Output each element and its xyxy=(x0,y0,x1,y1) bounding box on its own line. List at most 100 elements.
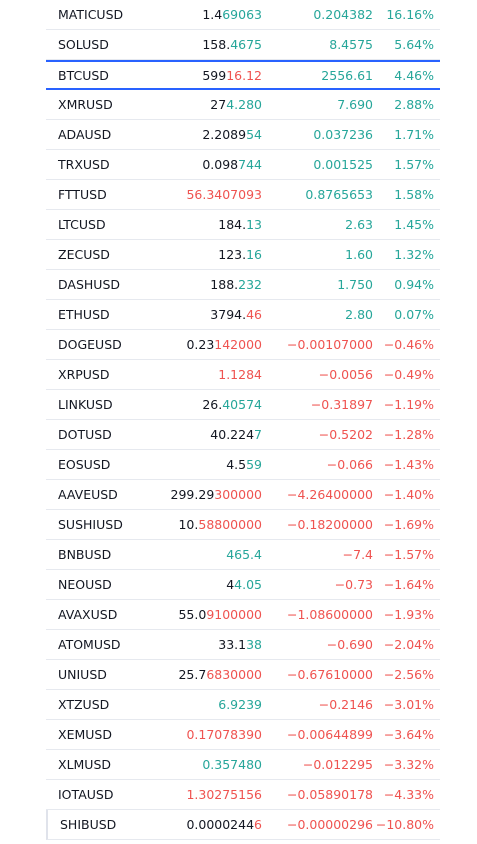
change: 1.60 xyxy=(345,247,373,262)
symbol: NEOUSD xyxy=(58,577,112,592)
change-percent: −1.40% xyxy=(383,487,434,502)
watchlist-row[interactable]: SHIBUSD 0.0000244 6 −0.00000296 −10.80% xyxy=(46,810,440,840)
watchlist-row[interactable]: SUSHIUSD 10. 58800000 −0.18200000 −1.69% xyxy=(46,510,440,540)
change: −4.26400000 xyxy=(286,487,373,502)
price-head: 158. xyxy=(202,37,231,52)
watchlist-row[interactable]: TRXUSD 0.098 744 0.001525 1.57% xyxy=(46,150,440,180)
last-price: 55.0 9100000 xyxy=(178,600,262,629)
price-tail: 16 xyxy=(246,247,262,262)
change-percent: 1.58% xyxy=(394,187,434,202)
watchlist-row[interactable]: EOSUSD 4.5 59 −0.066 −1.43% xyxy=(46,450,440,480)
watchlist-row[interactable]: MATICUSD 1.4 69063 0.204382 16.16% xyxy=(46,0,440,30)
price-tail: 13 xyxy=(246,217,262,232)
watchlist-row[interactable]: DOGEUSD 0.23 142000 −0.00107000 −0.46% xyxy=(46,330,440,360)
change-percent: −1.19% xyxy=(383,397,434,412)
change-percent: 0.94% xyxy=(394,277,434,292)
price-tail: 38 xyxy=(246,637,262,652)
change: −0.0056 xyxy=(318,367,373,382)
watchlist-row[interactable]: ADAUSD 2.2089 54 0.037236 1.71% xyxy=(46,120,440,150)
price-head: 0.23 xyxy=(186,337,215,352)
watchlist-row[interactable]: ATOMUSD 33.1 38 −0.690 −2.04% xyxy=(46,630,440,660)
change: −0.690 xyxy=(326,637,373,652)
symbol: SOLUSD xyxy=(58,37,109,52)
last-price: 4 4.05 xyxy=(226,570,262,599)
watchlist-row[interactable]: DASHUSD 188. 232 1.750 0.94% xyxy=(46,270,440,300)
symbol: ETHUSD xyxy=(58,307,110,322)
symbol: SUSHIUSD xyxy=(58,517,123,532)
change-percent: −3.64% xyxy=(383,727,434,742)
change: −0.5202 xyxy=(318,427,373,442)
change-percent: 2.88% xyxy=(394,97,434,112)
change-percent: −1.69% xyxy=(383,517,434,532)
change-percent: −3.01% xyxy=(383,697,434,712)
watchlist-row[interactable]: NEOUSD 4 4.05 −0.73 −1.64% xyxy=(46,570,440,600)
watchlist-row[interactable]: XMRUSD 27 4.280 7.690 2.88% xyxy=(46,90,440,120)
symbol: FTTUSD xyxy=(58,187,107,202)
change: 0.204382 xyxy=(313,7,373,22)
last-price: 27 4.280 xyxy=(210,90,262,119)
price-tail: 7 xyxy=(254,427,262,442)
watchlist-row[interactable]: FTTUSD 56.3407093 0.8765653 1.58% xyxy=(46,180,440,210)
change-percent: −1.93% xyxy=(383,607,434,622)
price-tail: 142000 xyxy=(214,337,262,352)
price-head: 299.29 xyxy=(170,487,215,502)
watchlist-row[interactable]: XEMUSD 0.17078390 −0.00644899 −3.64% xyxy=(46,720,440,750)
symbol: ADAUSD xyxy=(58,127,112,142)
change: −0.00107000 xyxy=(286,337,373,352)
watchlist-row[interactable]: BNBUSD 465.4 −7.4 −1.57% xyxy=(46,540,440,570)
change-percent: −0.49% xyxy=(383,367,434,382)
price-head: 26. xyxy=(202,397,223,412)
watchlist-row[interactable]: XTZUSD 6.9239 −0.2146 −3.01% xyxy=(46,690,440,720)
watchlist-row[interactable]: AAVEUSD 299.29 300000 −4.26400000 −1.40% xyxy=(46,480,440,510)
price-tail: 0.357480 xyxy=(202,757,262,772)
price-tail: 300000 xyxy=(214,487,262,502)
watchlist-row[interactable]: XLMUSD 0.357480 −0.012295 −3.32% xyxy=(46,750,440,780)
watchlist-row[interactable]: ETHUSD 3794. 46 2.80 0.07% xyxy=(46,300,440,330)
last-price: 3794. 46 xyxy=(210,300,262,329)
change: 2.63 xyxy=(345,217,373,232)
price-tail: 4675 xyxy=(230,37,262,52)
watchlist-row[interactable]: DOTUSD 40.224 7 −0.5202 −1.28% xyxy=(46,420,440,450)
change-percent: −1.64% xyxy=(383,577,434,592)
price-tail: 56.3407093 xyxy=(186,187,262,202)
symbol: TRXUSD xyxy=(58,157,110,172)
watchlist-row[interactable]: SOLUSD 158. 4675 8.4575 5.64% xyxy=(46,30,440,60)
watchlist-row[interactable]: ZECUSD 123. 16 1.60 1.32% xyxy=(46,240,440,270)
change: −0.05890178 xyxy=(286,787,373,802)
last-price: 1.4 69063 xyxy=(202,0,262,29)
watchlist-row[interactable]: IOTAUSD 1.30275156 −0.05890178 −4.33% xyxy=(46,780,440,810)
last-price: 1.1284 xyxy=(218,360,262,389)
symbol: ATOMUSD xyxy=(58,637,121,652)
symbol: UNIUSD xyxy=(58,667,107,682)
watchlist-row[interactable]: BTCUSD 599 16.12 2556.61 4.46% xyxy=(46,60,440,90)
change-percent: 0.07% xyxy=(394,307,434,322)
price-head: 25.7 xyxy=(178,667,207,682)
price-tail: 59 xyxy=(246,457,262,472)
change-percent: 1.71% xyxy=(394,127,434,142)
last-price: 4.5 59 xyxy=(226,450,262,479)
change: −0.31897 xyxy=(310,397,373,412)
change-percent: −3.32% xyxy=(383,757,434,772)
watchlist-row[interactable]: XRPUSD 1.1284 −0.0056 −0.49% xyxy=(46,360,440,390)
price-tail: 6.9239 xyxy=(218,697,262,712)
change: −0.73 xyxy=(334,577,373,592)
watchlist-row[interactable]: AVAXUSD 55.0 9100000 −1.08600000 −1.93% xyxy=(46,600,440,630)
price-head: 3794. xyxy=(210,307,247,322)
change: −0.67610000 xyxy=(286,667,373,682)
price-tail: 1.1284 xyxy=(218,367,262,382)
watchlist-row[interactable]: UNIUSD 25.7 6830000 −0.67610000 −2.56% xyxy=(46,660,440,690)
watchlist-row[interactable]: LINKUSD 26. 40574 −0.31897 −1.19% xyxy=(46,390,440,420)
price-head: 123. xyxy=(218,247,247,262)
price-head: 10. xyxy=(178,517,199,532)
symbol: DOGEUSD xyxy=(58,337,122,352)
price-tail: 46 xyxy=(246,307,262,322)
last-price: 184. 13 xyxy=(218,210,262,239)
change-percent: −1.28% xyxy=(383,427,434,442)
watchlist-row[interactable]: LTCUSD 184. 13 2.63 1.45% xyxy=(46,210,440,240)
last-price: 158. 4675 xyxy=(202,30,262,59)
last-price: 6.9239 xyxy=(218,690,262,719)
last-price: 40.224 7 xyxy=(210,420,262,449)
change-percent: −4.33% xyxy=(383,787,434,802)
symbol: SHIBUSD xyxy=(60,817,117,832)
